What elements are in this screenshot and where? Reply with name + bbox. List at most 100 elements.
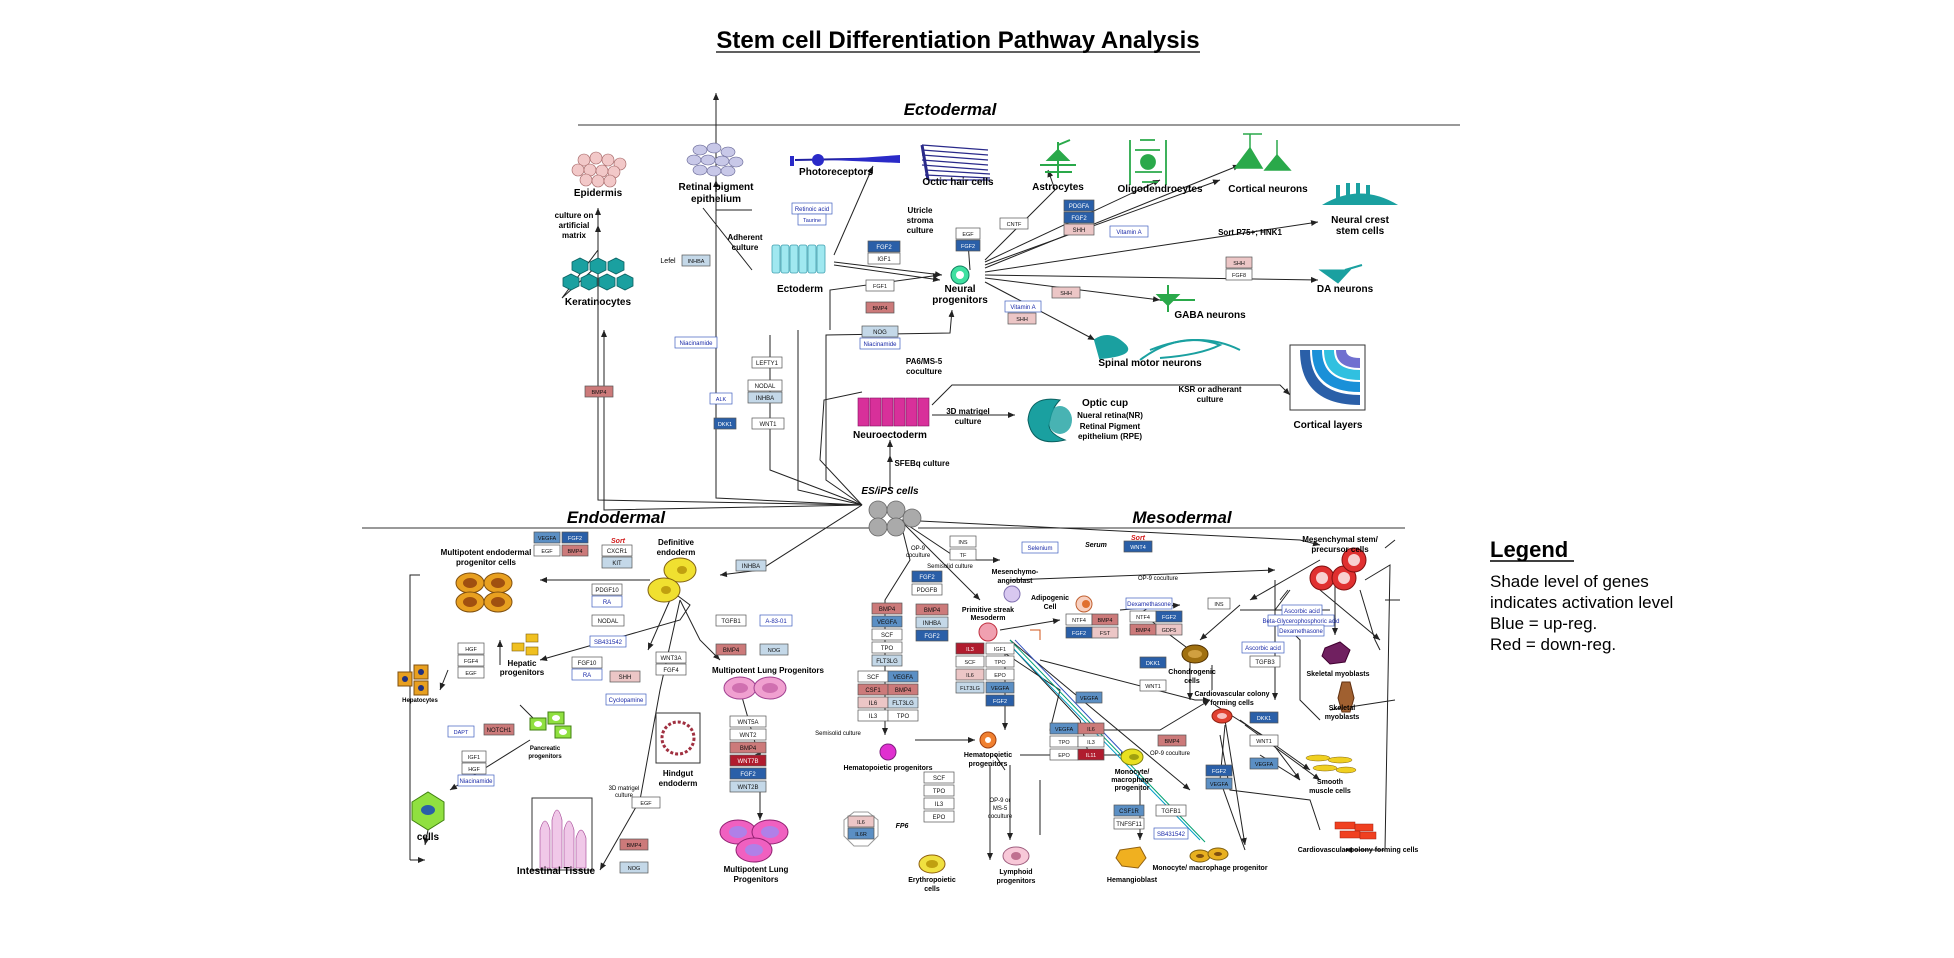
gene-box-bg (1113, 804, 1145, 817)
gene-box-ascorbic-2: Ascorbic acid (1241, 641, 1285, 654)
neural-prog-label-1: Neural (944, 284, 975, 295)
legend-line-2: indicates activation level (1490, 593, 1673, 612)
gene-box-lefty1: LEFTY1 (751, 356, 783, 369)
gene-box-bg (1155, 610, 1183, 623)
gene-label: IL3 (935, 802, 944, 808)
cond-op9-1: OP-9 coculture (898, 546, 939, 552)
hindgut-label: Anterior endoderm (642, 769, 714, 778)
gene-box-bg (1063, 223, 1095, 236)
gene-box-ascorbic-1: Ascorbic acid (1281, 604, 1323, 617)
hepatic-label-1: Hepatic (508, 659, 537, 668)
gene-label: FGF2 (876, 245, 892, 251)
gene-box-tpo-e: TPO (923, 784, 955, 797)
cond-op9-1-b: coculture (906, 553, 931, 559)
gene-box-selenium: Selenium (1021, 541, 1059, 554)
gene-box-vitamin-a-1: Vitamin A (1109, 225, 1149, 238)
cond-sfebq: SFEBq culture (894, 459, 950, 468)
gene-box-a8301: A-83-01 (759, 614, 793, 627)
gene-label: BMP4 (592, 390, 607, 396)
intestinal-label: Intestinal Tissue (517, 866, 596, 877)
gene-box-egf-d: EGF (631, 796, 661, 809)
gene-label: WNT5A (738, 720, 759, 726)
gene-box-bg (1139, 656, 1167, 669)
cortical-layers-icon (1300, 350, 1360, 405)
gene-label: DKK1 (718, 422, 732, 428)
gene-label: WNT1 (1145, 684, 1161, 690)
hemangioblast-icon (879, 743, 897, 761)
gene-label: Niacinamide (679, 341, 713, 347)
gene-box-bg (923, 771, 955, 784)
lung-label-2: Progenitors (734, 875, 779, 884)
gene-label: IL3 (1087, 740, 1095, 746)
gene-label: TF (960, 553, 967, 559)
gene-box-tgfb3: TGFB3 (1249, 655, 1281, 668)
gene-box-bg (601, 556, 633, 569)
gene-box-bmp4-j: BMP4 (1091, 613, 1119, 626)
gene-box-scf-c: SCF (955, 655, 985, 668)
gene-box-bg (747, 379, 783, 392)
gene-label: Dexamethasone (1279, 629, 1323, 635)
beta-cells-label: cells (417, 832, 440, 843)
gene-box-ntf4-a: NTF4 (1065, 613, 1093, 626)
cond-utricle-1: Utricle (908, 206, 933, 215)
gene-box-bg (729, 741, 767, 754)
gene-box-bg (619, 838, 649, 851)
gene-label: IGF1 (877, 257, 891, 263)
gene-label: BMP4 (627, 843, 642, 849)
oligodendrocyte-icon (1129, 139, 1167, 185)
osteoclasts-icon (1115, 846, 1147, 869)
ectodermal-conditions: culture on culture on artificial matrix … (525, 206, 1283, 468)
gene-box-bg (709, 392, 733, 405)
gene-label: FGF8 (1232, 273, 1246, 279)
gene-box-bg (1091, 626, 1119, 639)
gene-box-scf-d: SCF (923, 771, 955, 784)
optic-cup-sub-1: Nueral retina(NR) (1077, 411, 1143, 420)
gene-box-bg (655, 663, 687, 676)
es-ips-cells-icon (868, 500, 922, 537)
astrocyte-icon (1040, 139, 1076, 178)
cardiomyocytes-label: Cardiovascular colony forming cells (1298, 847, 1419, 854)
gene-box-bg (715, 614, 747, 627)
gene-label: IL6 (1087, 727, 1095, 733)
gene-box-cyclopamine: Cyclopamine (605, 693, 647, 706)
multipotent-endo-label-2: progenitor cells (456, 558, 517, 567)
gene-label: DKK1 (1257, 716, 1271, 722)
gene-box-bg (483, 723, 515, 736)
neural-crest-label-1: Neural crest (1331, 215, 1389, 226)
gene-box-bg (1225, 268, 1253, 281)
hematopoietic-label-1: Hematopoietic (964, 752, 1012, 759)
gene-label: WNT2 (740, 733, 758, 739)
gene-label: TGFB3 (1255, 660, 1275, 666)
mesenchymo-icon (1003, 585, 1021, 603)
primitive-label: Adipogenic Cell (964, 607, 1013, 614)
gene-box-niacinamide-3: Niacinamide (457, 774, 495, 787)
gene-box-kit: KIT (601, 556, 633, 569)
retinal-pigment-cluster (686, 142, 744, 177)
gene-label: VEGFA (538, 536, 557, 542)
gene-label: INS (1214, 602, 1224, 608)
cardio-colony-label-2: forming cells (1210, 700, 1254, 707)
gene-box-dkk1-b: DKK1 (1139, 656, 1167, 669)
gene-box-dkk1-a: DKK1 (713, 417, 737, 430)
section-mesodermal: Mesodermal (1132, 508, 1232, 527)
gene-boxes: INHBA Niacinamide Retinoic acid Taurine FGF2… (447, 199, 1340, 874)
gene-label: IGF1 (994, 647, 1006, 653)
lung-label-1: Multipotent Lung (724, 865, 789, 874)
gene-box-bg (923, 797, 955, 810)
cond-op9-ms5-3: coculture (988, 814, 1013, 820)
octic-label: Octic hair cells (922, 177, 994, 188)
gene-box-bg (1091, 613, 1119, 626)
gene-label: FGF2 (1071, 216, 1087, 222)
cond-adherent-1: Adherent (727, 233, 762, 242)
legend: Legend Shade level of genes indicates ac… (1490, 537, 1673, 654)
osteoclasts-label: Hemangioblast (1107, 877, 1158, 884)
gene-box-dexamethasone-1: Dexamethasone (1125, 597, 1173, 610)
gene-box-ntf4-b: NTF4 (1129, 610, 1157, 623)
gene-box-bg (1063, 211, 1095, 224)
cond-artificial: culture on artificial matrix (525, 211, 623, 220)
gene-box-bg (457, 774, 495, 787)
gene-box-bg (533, 531, 561, 544)
osteogenic-icon (1321, 641, 1351, 665)
cardiomyocytes-icon (1334, 821, 1377, 840)
multipotent-endo-label-1: Multipotent endodermal (441, 548, 532, 557)
